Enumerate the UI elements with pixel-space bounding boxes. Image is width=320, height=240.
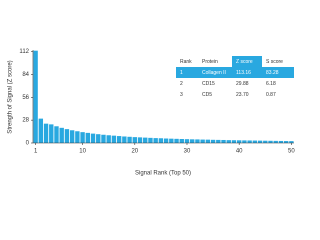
bar <box>137 137 143 143</box>
y-tick-label: 0 <box>26 141 30 147</box>
bar <box>257 140 263 143</box>
table-header: Rank <box>180 59 192 65</box>
bar <box>289 141 294 143</box>
bar <box>85 132 91 143</box>
x-tick-label: 40 <box>236 149 243 155</box>
bar <box>195 139 200 143</box>
bar <box>200 139 205 143</box>
bar <box>263 140 268 143</box>
bar <box>179 139 184 143</box>
bar <box>111 135 117 143</box>
bar <box>242 140 247 143</box>
bar <box>216 139 221 143</box>
bar <box>153 138 158 143</box>
bar <box>106 135 111 143</box>
bar <box>143 137 148 143</box>
bar <box>49 124 54 143</box>
bar <box>38 118 44 143</box>
table-cell: 1 <box>180 70 183 76</box>
table-cell: 113.16 <box>236 70 251 76</box>
bar <box>205 139 211 143</box>
bar <box>226 140 231 143</box>
bar <box>247 140 252 143</box>
table-cell: 0.87 <box>266 92 276 98</box>
bar <box>122 136 127 143</box>
bar <box>283 141 289 143</box>
bar <box>236 140 242 143</box>
table-header: Protein <box>202 59 218 65</box>
bar <box>96 134 101 143</box>
table-cell: 83.28 <box>266 70 279 76</box>
y-tick-label: 28 <box>22 118 29 124</box>
y-tick-label: 84 <box>22 72 29 78</box>
bar <box>190 139 195 143</box>
bar <box>75 131 80 143</box>
y-tick-label: 56 <box>22 95 29 101</box>
bar <box>59 127 64 143</box>
table-cell: 23.70 <box>236 92 249 98</box>
table-cell: 29.88 <box>236 81 249 87</box>
table-header: Z score <box>236 59 253 65</box>
header-highlight <box>232 56 262 67</box>
bar <box>127 136 132 143</box>
x-tick-label: 20 <box>131 149 138 155</box>
bar <box>33 50 38 143</box>
table-cell: 2 <box>180 81 183 87</box>
x-axis-label: Signal Rank (Top 50) <box>135 171 191 177</box>
bar <box>132 137 137 143</box>
bar <box>90 133 96 143</box>
bar <box>148 137 153 143</box>
x-tick-label: 10 <box>79 149 86 155</box>
bar <box>184 139 190 143</box>
bar <box>64 129 70 143</box>
bar <box>221 139 226 143</box>
table-cell: CD15 <box>202 81 215 87</box>
table-cell: 3 <box>180 92 183 98</box>
bar <box>231 140 237 143</box>
y-tick-label: 112 <box>19 49 29 55</box>
bar <box>252 140 258 143</box>
table-header: S score <box>266 59 283 65</box>
table-cell: CD5 <box>202 92 212 98</box>
bar <box>158 138 164 143</box>
bar <box>80 132 85 143</box>
row-highlight <box>176 67 294 78</box>
bar <box>54 126 59 143</box>
bar <box>273 140 278 143</box>
bar <box>69 130 75 143</box>
bar <box>278 140 284 143</box>
bar <box>163 138 169 143</box>
x-tick-label: 1 <box>34 149 38 155</box>
y-axis-label: Strength of Signal (Z score) <box>8 60 14 133</box>
x-tick-label: 50 <box>288 149 295 155</box>
x-tick-label: 30 <box>184 149 191 155</box>
chart: Strength of Signal (Z score) Signal Rank… <box>8 49 296 177</box>
bar <box>116 136 122 143</box>
bar <box>101 134 106 143</box>
table-cell: 6.18 <box>266 81 276 87</box>
bar <box>169 138 174 143</box>
table-cell: Collagen II <box>202 70 226 76</box>
bar <box>174 138 179 143</box>
bar <box>43 123 49 143</box>
bar <box>268 140 273 143</box>
bar <box>210 139 216 143</box>
